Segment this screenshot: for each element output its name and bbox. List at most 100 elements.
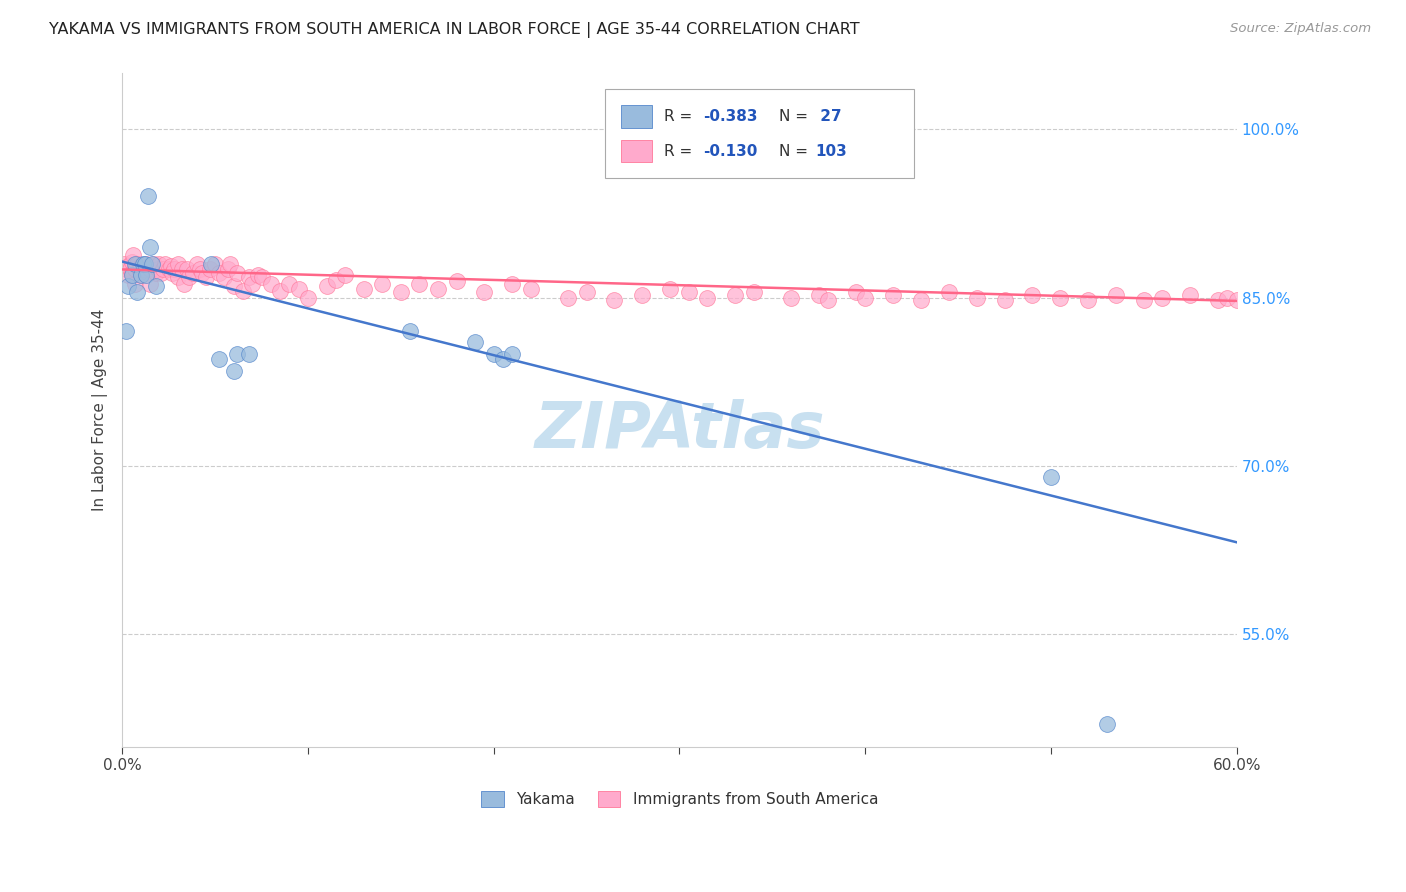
Point: [993, 293, 1015, 307]
Text: -0.130: -0.130: [703, 144, 758, 159]
Point: [204, 257, 226, 271]
Point: [117, 268, 139, 282]
Point: [1216, 291, 1239, 305]
Point: [678, 285, 700, 299]
Point: [129, 268, 152, 282]
Point: [150, 266, 173, 280]
Point: [181, 266, 204, 280]
Point: [139, 277, 162, 291]
Point: [117, 279, 139, 293]
Point: [696, 291, 718, 305]
Point: [198, 262, 221, 277]
Point: [128, 262, 150, 277]
Point: [176, 262, 198, 277]
Point: [325, 272, 347, 286]
Point: [125, 257, 148, 271]
Point: [121, 254, 143, 268]
Point: [427, 281, 450, 295]
Point: [501, 277, 523, 291]
Text: ZIPAtlas: ZIPAtlas: [534, 399, 825, 461]
Point: [139, 262, 162, 277]
Point: [1040, 470, 1063, 484]
Point: [121, 266, 143, 280]
Text: N =: N =: [779, 144, 813, 159]
Text: 27: 27: [815, 109, 842, 124]
Point: [115, 324, 138, 338]
Point: [474, 285, 496, 299]
Point: [250, 270, 273, 285]
Point: [238, 270, 260, 285]
Point: [966, 291, 988, 305]
Point: [124, 262, 146, 277]
Point: [159, 259, 181, 273]
Point: [148, 257, 170, 271]
Point: [1021, 288, 1043, 302]
Point: [145, 266, 167, 280]
Point: [246, 268, 269, 282]
Point: [315, 279, 337, 293]
Point: [238, 346, 260, 360]
Point: [659, 281, 682, 295]
Point: [136, 189, 159, 203]
Text: N =: N =: [779, 109, 813, 124]
Point: [186, 257, 208, 271]
Point: [188, 262, 211, 277]
Point: [177, 270, 200, 285]
Point: [136, 266, 159, 280]
Text: R =: R =: [664, 144, 697, 159]
Point: [1234, 288, 1257, 302]
Point: [222, 363, 245, 377]
Point: [121, 268, 143, 282]
Point: [153, 257, 176, 271]
Point: [389, 285, 412, 299]
Point: [131, 257, 153, 271]
Point: [125, 285, 148, 299]
Point: [742, 285, 765, 299]
Point: [1095, 717, 1118, 731]
Point: [1152, 291, 1174, 305]
Point: [117, 259, 139, 273]
Point: [200, 257, 222, 271]
Text: 103: 103: [815, 144, 848, 159]
Point: [194, 270, 217, 285]
Point: [135, 257, 157, 271]
Point: [152, 262, 174, 277]
Point: [162, 266, 184, 280]
Point: [135, 268, 157, 282]
Point: [124, 257, 146, 271]
Text: YAKAMA VS IMMIGRANTS FROM SOUTH AMERICA IN LABOR FORCE | AGE 35-44 CORRELATION C: YAKAMA VS IMMIGRANTS FROM SOUTH AMERICA …: [49, 22, 860, 38]
Point: [882, 288, 904, 302]
Point: [1226, 293, 1249, 307]
Point: [129, 259, 152, 273]
Point: [1206, 293, 1229, 307]
Point: [287, 281, 309, 295]
Point: [163, 262, 186, 277]
Point: [129, 268, 152, 282]
Point: [260, 277, 283, 291]
Point: [333, 268, 356, 282]
Point: [446, 274, 468, 288]
Point: [1180, 288, 1202, 302]
Point: [173, 277, 195, 291]
Point: [269, 284, 291, 298]
Point: [226, 266, 249, 280]
Point: [217, 262, 239, 277]
Point: [464, 335, 486, 350]
Point: [482, 346, 505, 360]
Point: [297, 291, 319, 305]
Point: [853, 291, 876, 305]
Point: [167, 270, 190, 285]
Point: [157, 262, 180, 277]
Point: [131, 262, 153, 277]
Point: [122, 248, 145, 262]
Point: [408, 277, 430, 291]
Point: [724, 288, 747, 302]
Point: [208, 266, 231, 280]
Point: [399, 324, 422, 338]
Point: [139, 240, 162, 254]
Point: [146, 262, 169, 277]
Point: [226, 346, 249, 360]
Point: [557, 291, 579, 305]
Point: [1133, 293, 1156, 307]
Point: [145, 279, 167, 293]
